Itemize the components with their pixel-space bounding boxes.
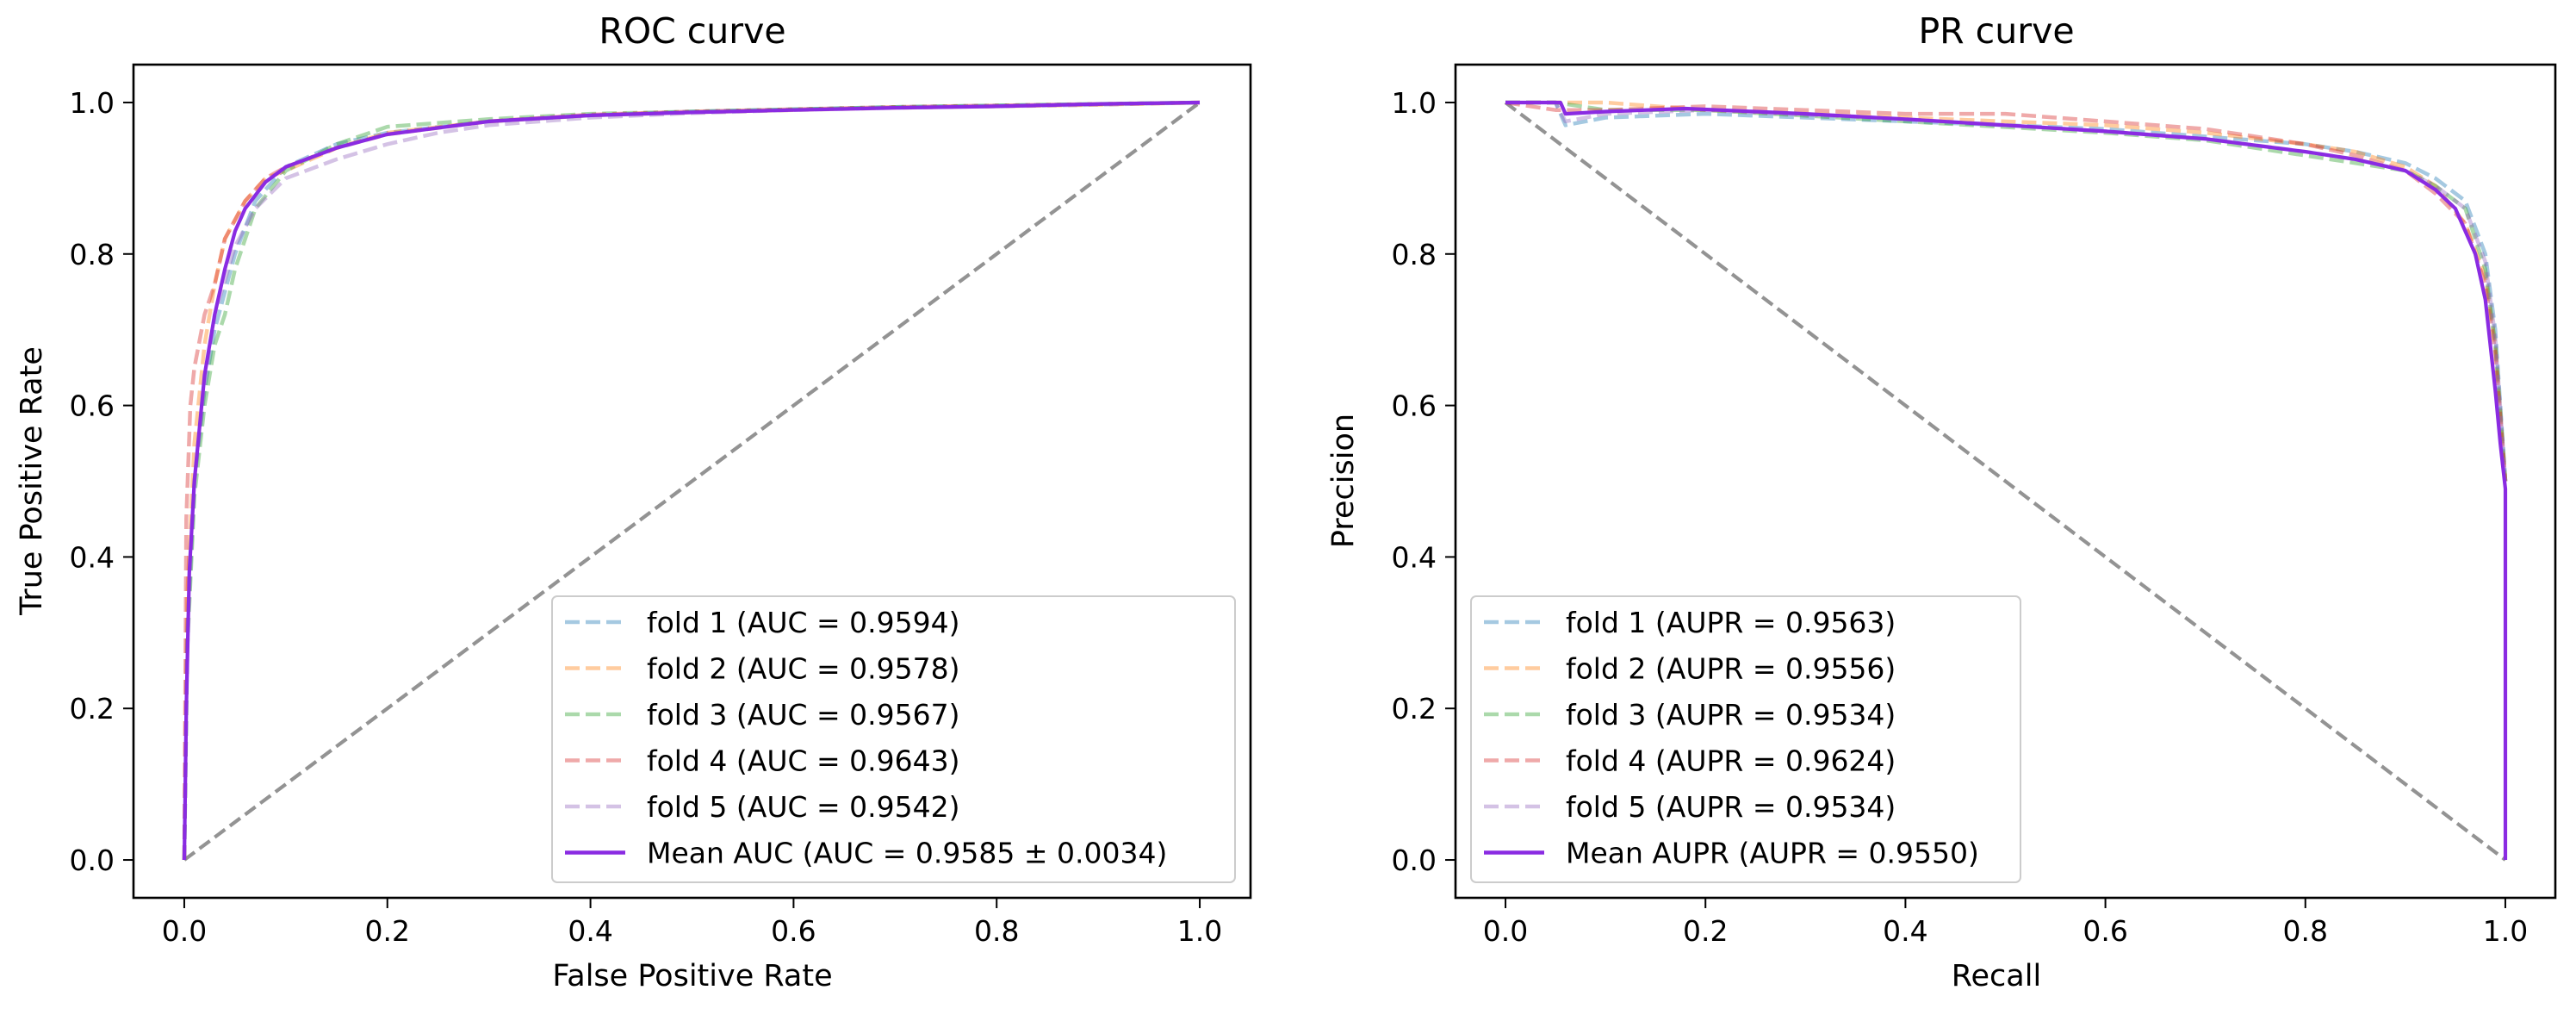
- pr-y-tick-label: 0.2: [1392, 692, 1437, 725]
- pr-legend: [1470, 595, 2021, 883]
- pr-x-tick-label: 1.0: [2483, 914, 2528, 948]
- pr-series-line-chance: [1504, 101, 2507, 862]
- roc-series-line-6: [182, 100, 1201, 861]
- roc-legend: [551, 595, 1236, 883]
- pr-y-tick-label: 1.0: [1392, 86, 1437, 120]
- roc-y-tick-label: 0.8: [70, 238, 115, 271]
- pr-legend-label: Mean AUPR (AUPR = 0.9550): [1566, 837, 1979, 870]
- pr-x-tick-label: 0.6: [2083, 914, 2127, 948]
- pr-legend-label: fold 1 (AUPR = 0.9563): [1566, 606, 1896, 639]
- roc-x-axis-label: False Positive Rate: [552, 959, 832, 993]
- roc-y-tick-label: 0.6: [70, 389, 115, 423]
- pr-x-axis-label: Recall: [1952, 959, 2041, 993]
- roc-x-tick-label: 0.8: [974, 914, 1019, 948]
- roc-x-tick-label: 0.4: [568, 914, 612, 948]
- pr-x-tick-label: 0.0: [1483, 914, 1528, 948]
- pr-panel: PR curve 0.0 0.2 0.4 0.6 0.8 1.0 0.0 0.2 0.4 0.6 0…: [1326, 10, 2557, 993]
- roc-y-tick-label: 0.0: [70, 844, 115, 877]
- pr-y-tick-label: 0.6: [1392, 389, 1437, 423]
- roc-x-tick-label: 0.6: [771, 914, 816, 948]
- roc-legend-label: fold 4 (AUC = 0.9643): [647, 744, 960, 778]
- pr-legend-label: fold 5 (AUPR = 0.9534): [1566, 790, 1896, 824]
- roc-plot-frame: [132, 63, 1252, 900]
- roc-y-tick-label: 0.4: [70, 540, 115, 574]
- pr-x-tick-label: 0.2: [1683, 914, 1728, 948]
- pr-series-line-6: [1505, 100, 2508, 860]
- roc-title: ROC curve: [599, 10, 785, 52]
- roc-legend-label: Mean AUC (AUC = 0.9585 ± 0.0034): [647, 837, 1167, 870]
- pr-x-tick-label: 0.4: [1883, 914, 1927, 948]
- roc-y-axis-label: True Positive Rate: [15, 346, 49, 616]
- roc-series-line-chance: [183, 101, 1201, 862]
- roc-legend-label: fold 2 (AUC = 0.9578): [647, 652, 960, 686]
- roc-x-tick-label: 0.0: [162, 914, 207, 948]
- roc-x-tick-label: 0.2: [365, 914, 410, 948]
- roc-x-tick-label: 1.0: [1177, 914, 1222, 948]
- pr-y-tick-label: 0.8: [1392, 238, 1437, 271]
- pr-y-tick-label: 0.0: [1392, 844, 1437, 877]
- roc-y-tick-label: 0.2: [70, 692, 115, 725]
- pr-title: PR curve: [1918, 10, 2074, 52]
- pr-x-tick-label: 0.8: [2283, 914, 2328, 948]
- pr-series-line-1: [1505, 100, 2508, 482]
- pr-plot-frame: [1454, 63, 2557, 900]
- roc-y-tick-label: 1.0: [70, 86, 115, 120]
- pr-legend-label: fold 3 (AUPR = 0.9534): [1566, 698, 1896, 732]
- roc-panel: ROC curve 0.0 0.2 0.4 0.6 0.8 1.0 0.0 0.2 0.4 0.6…: [15, 10, 1252, 993]
- roc-legend-label: fold 5 (AUC = 0.9542): [647, 790, 960, 824]
- pr-series-line-5: [1505, 100, 2508, 482]
- roc-legend-label: fold 1 (AUC = 0.9594): [647, 606, 960, 639]
- pr-legend-label: fold 4 (AUPR = 0.9624): [1566, 744, 1896, 778]
- pr-y-tick-label: 0.4: [1392, 540, 1437, 574]
- pr-y-axis-label: Precision: [1326, 414, 1361, 548]
- pr-legend-label: fold 2 (AUPR = 0.9556): [1566, 652, 1896, 686]
- roc-legend-label: fold 3 (AUC = 0.9567): [647, 698, 960, 732]
